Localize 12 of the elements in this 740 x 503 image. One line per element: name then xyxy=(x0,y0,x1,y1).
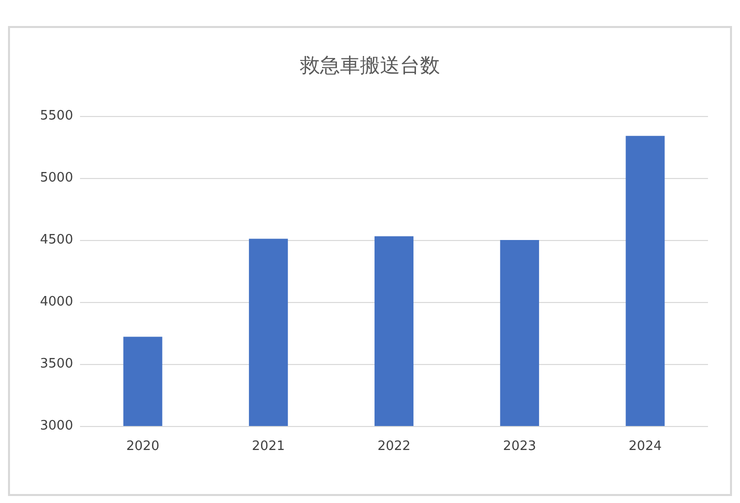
y-tick-label: 3500 xyxy=(40,356,74,372)
y-tick-label: 5000 xyxy=(40,170,74,186)
x-tick-label: 2024 xyxy=(628,439,662,454)
y-tick-label: 5500 xyxy=(40,108,74,124)
y-tick-label: 4000 xyxy=(40,294,74,310)
y-tick-label: 4500 xyxy=(40,232,74,248)
y-tick-label: 3000 xyxy=(40,418,74,434)
x-tick-label: 2022 xyxy=(377,439,411,454)
x-tick-label: 2020 xyxy=(126,439,160,454)
chart-title: 救急車搬送台数 xyxy=(299,53,440,77)
x-tick-label: 2023 xyxy=(503,439,536,454)
x-tick-label: 2021 xyxy=(252,439,285,454)
